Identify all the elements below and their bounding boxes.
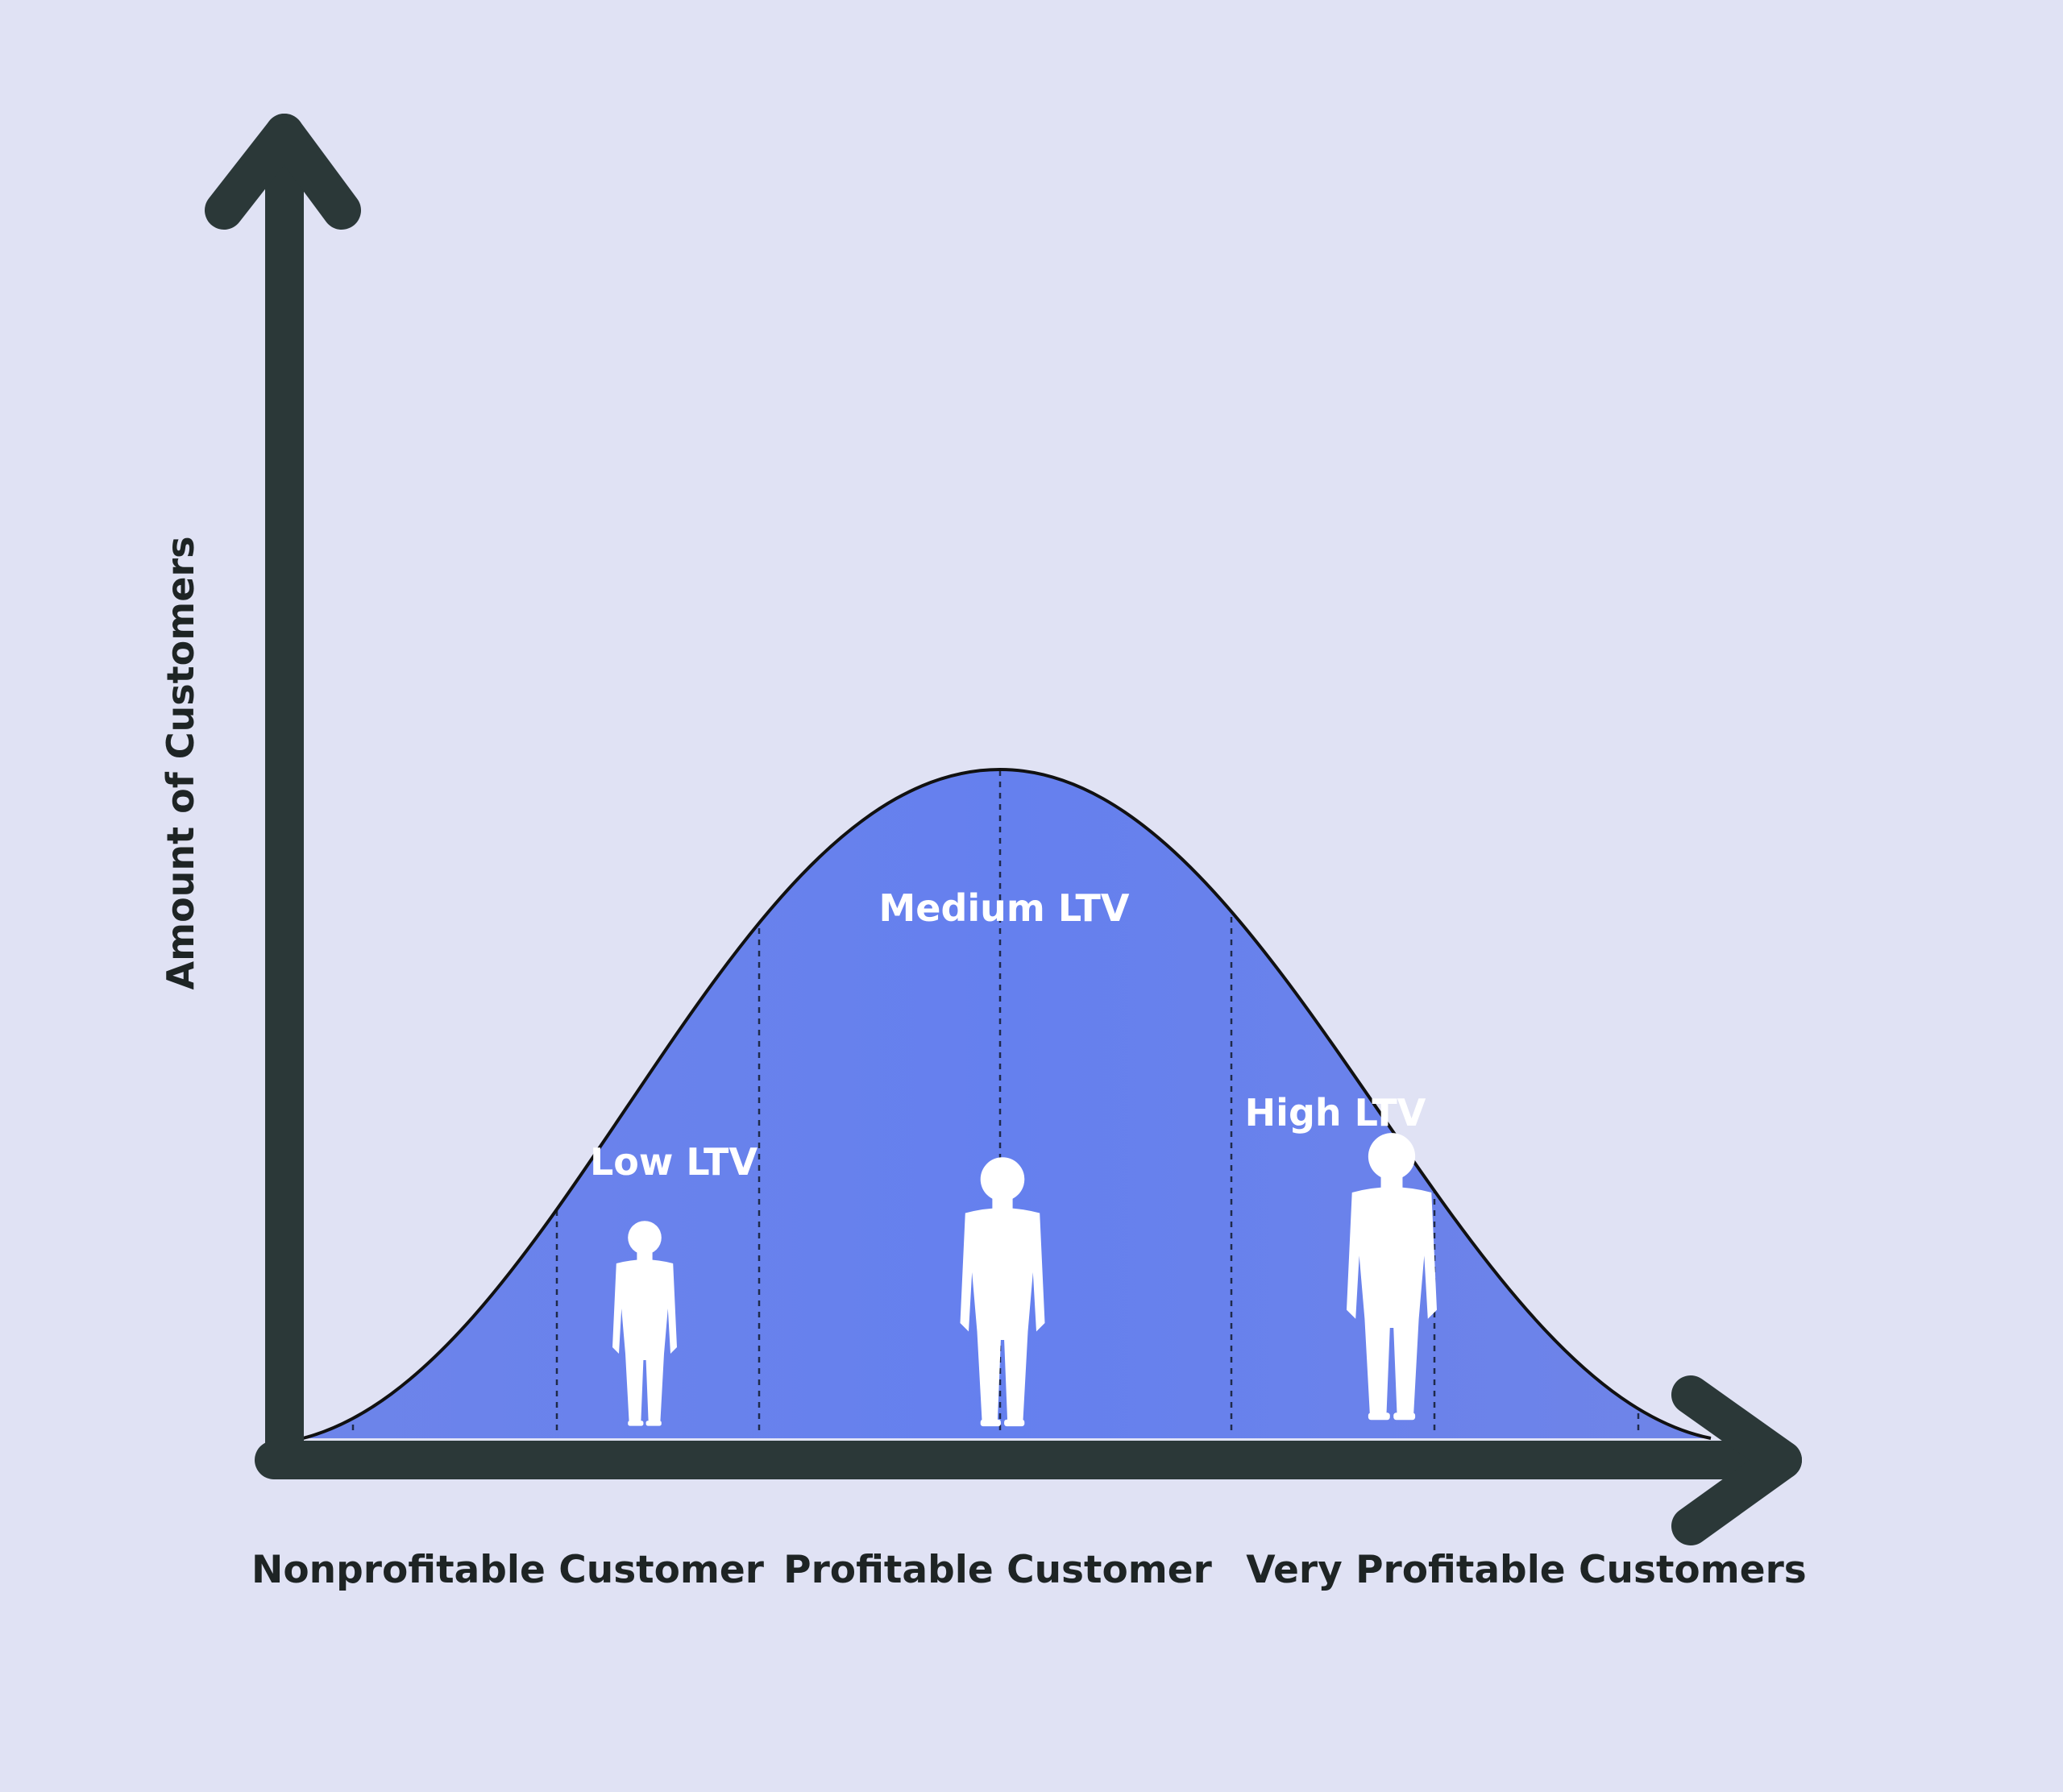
y-axis-label: Amount of Customers	[159, 537, 202, 990]
x-label: Nonprofitable Customer	[251, 1548, 765, 1592]
axes	[205, 114, 1802, 1545]
x-label: Profitable Customer	[783, 1548, 1212, 1592]
region-label: Low LTV	[590, 1140, 758, 1184]
x-label: Very Profitable Customers	[1246, 1548, 1806, 1592]
region-label: Medium LTV	[878, 886, 1129, 930]
region-label: High LTV	[1245, 1091, 1426, 1135]
bell-curve	[302, 767, 1712, 1440]
